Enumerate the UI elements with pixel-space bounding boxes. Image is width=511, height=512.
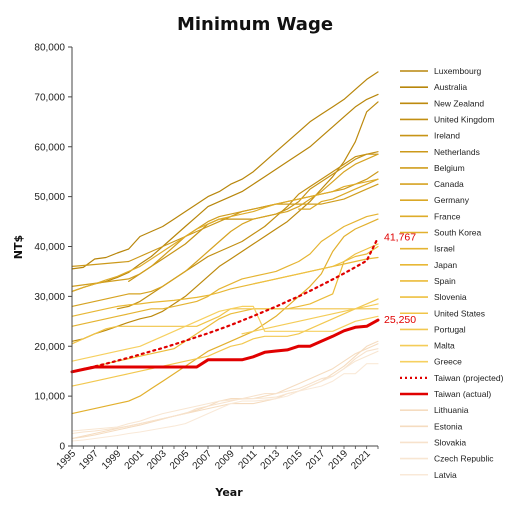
x-tick-label: 1999 bbox=[100, 448, 124, 472]
legend-label: United States bbox=[434, 308, 485, 318]
series-line-slovenia bbox=[252, 243, 379, 285]
x-tick-label: 2019 bbox=[327, 448, 351, 472]
series-line-taiwan-actual bbox=[70, 318, 380, 374]
legend-label: Netherlands bbox=[434, 147, 480, 157]
legend-label: Israel bbox=[434, 244, 455, 254]
series-line-canada bbox=[71, 153, 379, 307]
series-line-south-korea bbox=[71, 218, 379, 415]
plot-area bbox=[70, 71, 380, 442]
x-tick-label: 2013 bbox=[259, 448, 283, 472]
series-line-czech-republic bbox=[71, 350, 379, 432]
legend-label: Latvia bbox=[434, 470, 457, 480]
y-axis-label: NT$ bbox=[12, 235, 25, 259]
value-annotation: 25,250 bbox=[384, 314, 416, 326]
series-line-france bbox=[71, 178, 379, 292]
series-line-malta bbox=[241, 303, 379, 335]
legend-label: Slovakia bbox=[434, 437, 466, 447]
legend-label: Spain bbox=[434, 276, 456, 286]
legend-label: Czech Republic bbox=[434, 454, 494, 464]
series-line-taiwan-projected bbox=[70, 236, 380, 373]
x-tick-label: 2003 bbox=[145, 448, 169, 472]
series-line-new-zealand bbox=[71, 101, 379, 342]
legend-label: Slovenia bbox=[434, 292, 467, 302]
legend-label: Taiwan (actual) bbox=[434, 389, 491, 399]
legend: Luxembourg Australia New Zealand United Kin… bbox=[400, 66, 504, 480]
x-tick-label: 1995 bbox=[55, 448, 79, 472]
legend-label: Taiwan (projected) bbox=[434, 373, 504, 383]
series-line-spain bbox=[71, 245, 379, 372]
y-tick-label: 60,000 bbox=[34, 142, 65, 153]
legend-label: Australia bbox=[434, 82, 467, 92]
annotations: 41,767 25,250 bbox=[384, 232, 416, 326]
y-tick-label: 70,000 bbox=[34, 92, 65, 103]
series-line-israel bbox=[71, 213, 379, 327]
x-tick-label: 2021 bbox=[349, 448, 373, 472]
y-axis: 0 10,000 20,000 30,000 40,000 50,000 60,000 70,… bbox=[34, 43, 73, 453]
series-line-estonia bbox=[71, 343, 379, 440]
series-line-slovakia bbox=[71, 348, 379, 435]
x-tick-label: 2009 bbox=[213, 448, 237, 472]
series-line-luxembourg bbox=[71, 71, 379, 270]
chart-title: Minimum Wage bbox=[177, 14, 333, 35]
x-axis: 1995 1997 1999 2001 2003 2005 2007 2009 2011 2013… bbox=[55, 445, 379, 472]
legend-label: Japan bbox=[434, 260, 457, 270]
x-axis-label: Year bbox=[214, 486, 243, 499]
x-tick-label: 2001 bbox=[123, 448, 147, 472]
y-tick-label: 30,000 bbox=[34, 292, 65, 303]
x-tick-label: 1997 bbox=[77, 448, 101, 472]
x-tick-label: 2017 bbox=[304, 448, 328, 472]
x-tick-label: 2011 bbox=[236, 448, 259, 471]
series-line-greece bbox=[71, 305, 379, 362]
series-line-belgium bbox=[71, 183, 379, 287]
legend-label: Portugal bbox=[434, 324, 466, 334]
legend-label: Germany bbox=[434, 195, 470, 205]
legend-label: United Kingdom bbox=[434, 114, 494, 124]
series-line-australia bbox=[71, 93, 379, 292]
y-tick-label: 0 bbox=[59, 442, 65, 453]
legend-label: Luxembourg bbox=[434, 66, 482, 76]
y-tick-label: 10,000 bbox=[34, 392, 65, 403]
value-annotation: 41,767 bbox=[384, 232, 416, 244]
x-tick-label: 2007 bbox=[191, 448, 215, 472]
series-line-portugal bbox=[71, 298, 379, 387]
legend-label: Ireland bbox=[434, 131, 460, 141]
legend-label: New Zealand bbox=[434, 98, 484, 108]
legend-label: Lithuania bbox=[434, 405, 469, 415]
legend-label: Estonia bbox=[434, 421, 463, 431]
legend-label: France bbox=[434, 211, 461, 221]
series-line-lithuania bbox=[71, 340, 379, 440]
x-tick-label: 2015 bbox=[281, 448, 305, 472]
series-line-latvia bbox=[71, 363, 379, 442]
series-line-germany bbox=[298, 178, 379, 210]
legend-label: Greece bbox=[434, 357, 462, 367]
x-tick-label: 2005 bbox=[168, 448, 192, 472]
legend-label: South Korea bbox=[434, 228, 482, 238]
y-tick-label: 80,000 bbox=[34, 43, 65, 54]
legend-label: Belgium bbox=[434, 163, 465, 173]
legend-label: Malta bbox=[434, 341, 455, 351]
series-line-united-states bbox=[71, 308, 379, 345]
legend-label: Canada bbox=[434, 179, 464, 189]
y-tick-label: 40,000 bbox=[34, 242, 65, 253]
y-tick-label: 20,000 bbox=[34, 342, 65, 353]
y-tick-label: 50,000 bbox=[34, 192, 65, 203]
